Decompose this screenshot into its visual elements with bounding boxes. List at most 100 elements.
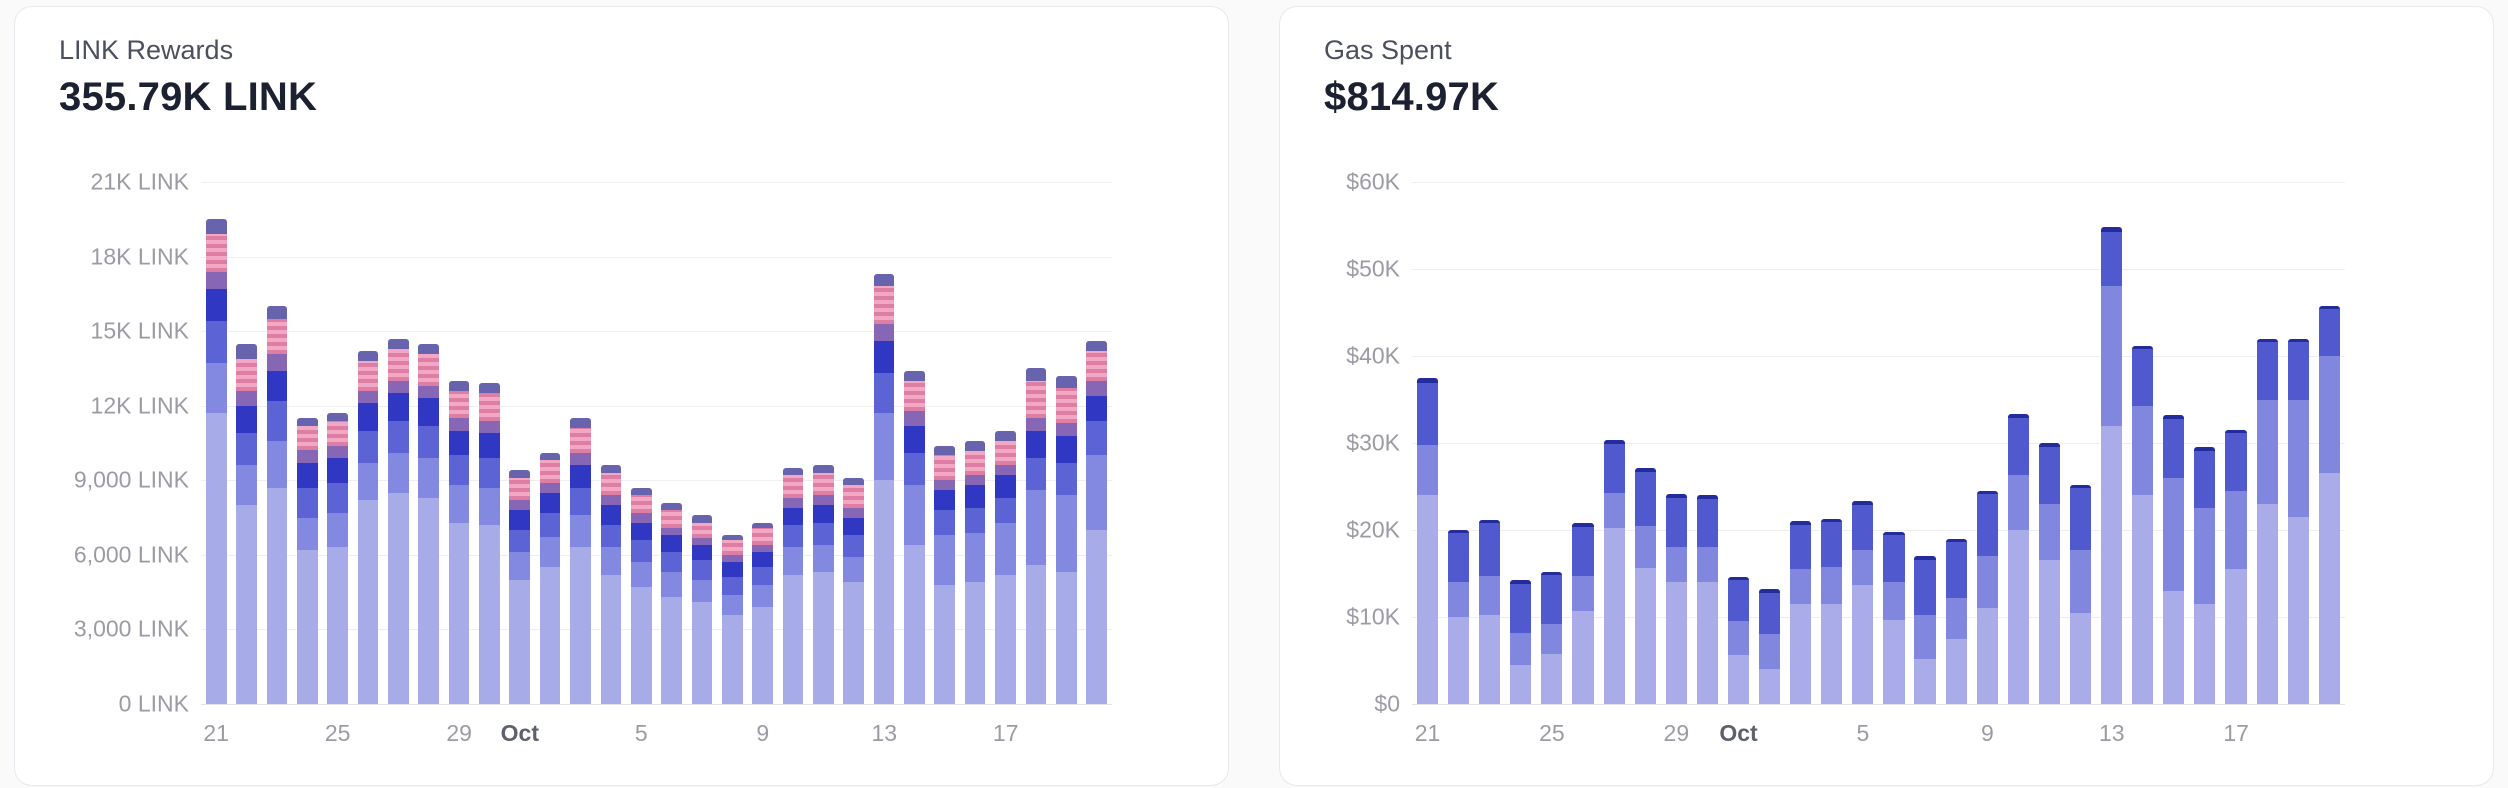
stacked-bar[interactable] [1448,182,1470,704]
stacked-bar[interactable] [2069,182,2092,704]
stacked-bar[interactable] [1086,182,1107,704]
stacked-bar[interactable] [1883,182,1905,704]
stacked-bar[interactable] [1572,182,1594,704]
y-tick-label: 15K LINK [90,317,189,344]
bar-segment-stack-2-periwinkle [691,579,713,603]
bar-segment-stack-2-periwinkle [1914,615,1936,659]
y-tick-label: $40K [1346,342,1400,369]
bar-segment-stack-2-periwinkle [1634,525,1656,569]
bar-segment-stack-7-slate-cap [266,306,288,319]
bar-segment-stack-3-medium-blue [904,452,925,486]
bar-segment-stack-4-navy-cap [1976,490,1998,495]
bar-segment-stack-4-dark-blue [1086,395,1107,421]
bar-slot [383,182,413,704]
bar-segment-stack-3-dark-periwinkle [2287,342,2309,400]
stacked-bar[interactable] [1976,182,1998,704]
stacked-bar[interactable] [448,182,470,704]
bar-segment-stack-1-lavender [2225,569,2247,704]
stacked-bar[interactable] [2132,182,2154,704]
stacked-bar[interactable] [2225,182,2247,704]
bar-segment-stack-2-periwinkle [1945,597,1967,639]
stacked-bar[interactable] [2287,182,2309,704]
bar-segment-stack-3-medium-blue [752,567,773,585]
stacked-bar[interactable] [2101,182,2123,704]
stacked-bar[interactable] [813,182,834,704]
bar-segment-stack-6-pink-striped [296,425,318,451]
bar-segment-stack-1-lavender [2318,473,2340,704]
bar-segment-stack-3-dark-periwinkle [1572,526,1594,577]
stacked-bar[interactable] [1821,182,1843,704]
bar-segment-stack-1-lavender [357,500,379,704]
stacked-bar[interactable] [1055,182,1077,704]
stacked-bar[interactable] [1479,182,1501,704]
stacked-bar[interactable] [752,182,773,704]
stacked-bar[interactable] [539,182,561,704]
bar-segment-stack-2-periwinkle [1759,634,1781,670]
stacked-bar[interactable] [630,182,652,704]
stacked-bar[interactable] [1665,182,1687,704]
bar-segment-stack-6-pink-striped [448,390,470,419]
stacked-bar[interactable] [904,182,925,704]
stacked-bar[interactable] [1852,182,1874,704]
stacked-bar[interactable] [964,182,986,704]
bar-segment-stack-4-navy-cap [1634,468,1656,472]
stacked-bar[interactable] [2256,182,2278,704]
stacked-bar[interactable] [266,182,288,704]
x-tick-label: 29 [446,720,472,746]
stacked-bar[interactable] [782,182,804,704]
bar-slot [535,182,565,704]
stacked-bar[interactable] [1945,182,1967,704]
stacked-bar[interactable] [2318,182,2340,704]
bar-segment-stack-6-pink-striped [509,477,531,501]
stacked-bar[interactable] [327,182,348,704]
bar-segment-stack-6-pink-striped [630,495,652,513]
stacked-bar[interactable] [357,182,379,704]
stacked-bar[interactable] [236,182,257,704]
gas-spent-card: Gas Spent $814.97K $60K $50K $40K $30K $20K $… [1279,6,2494,786]
stacked-bar[interactable] [995,182,1016,704]
stacked-bar[interactable] [1541,182,1563,704]
stacked-bar[interactable] [2007,182,2029,704]
stacked-bar[interactable] [2038,182,2060,704]
stacked-bar[interactable] [205,182,227,704]
stacked-bar[interactable] [1696,182,1718,704]
stacked-bar[interactable] [1914,182,1936,704]
stacked-bar[interactable] [418,182,440,704]
stacked-bar[interactable] [1790,182,1812,704]
stacked-bar[interactable] [388,182,409,704]
stacked-bar[interactable] [934,182,956,704]
stacked-bar[interactable] [570,182,591,704]
stacked-bar[interactable] [1634,182,1656,704]
bar-segment-stack-2-periwinkle [570,515,591,548]
bar-segment-stack-2-periwinkle [1976,556,1998,609]
stacked-bar[interactable] [843,182,865,704]
stacked-bar[interactable] [600,182,622,704]
stacked-bar[interactable] [721,182,743,704]
y-tick-label: $0 [1374,690,1400,717]
stacked-bar[interactable] [509,182,531,704]
bar-segment-stack-7-slate-cap [782,467,804,476]
stacked-bar[interactable] [1416,182,1439,704]
stacked-bar[interactable] [1025,182,1047,704]
stacked-bar[interactable] [2194,182,2216,704]
stacked-bar[interactable] [873,182,895,704]
bar-segment-stack-1-lavender [1634,568,1656,704]
stacked-bar[interactable] [296,182,318,704]
stacked-bar[interactable] [1510,182,1532,704]
stacked-bar[interactable] [2163,182,2185,704]
stacked-bar[interactable] [1727,182,1750,704]
bar-segment-stack-3-medium-blue [357,430,379,463]
stacked-bar[interactable] [691,182,713,704]
bar-segment-stack-6-pink-striped [964,450,986,476]
stacked-bar[interactable] [1759,182,1781,704]
stacked-bar[interactable] [479,182,500,704]
bar-segment-stack-5-mauve [205,271,227,289]
bar-segment-stack-7-slate-cap [236,343,257,359]
stacked-bar[interactable] [661,182,682,704]
bar-segment-stack-4-dark-blue [600,505,622,526]
bar-segment-stack-1-lavender [2101,425,2123,704]
bar-segment-stack-2-periwinkle [1821,566,1843,604]
stacked-bar[interactable] [1603,182,1625,704]
bar-segment-stack-1-lavender [266,487,288,704]
bar-segment-stack-5-mauve [1025,418,1047,431]
